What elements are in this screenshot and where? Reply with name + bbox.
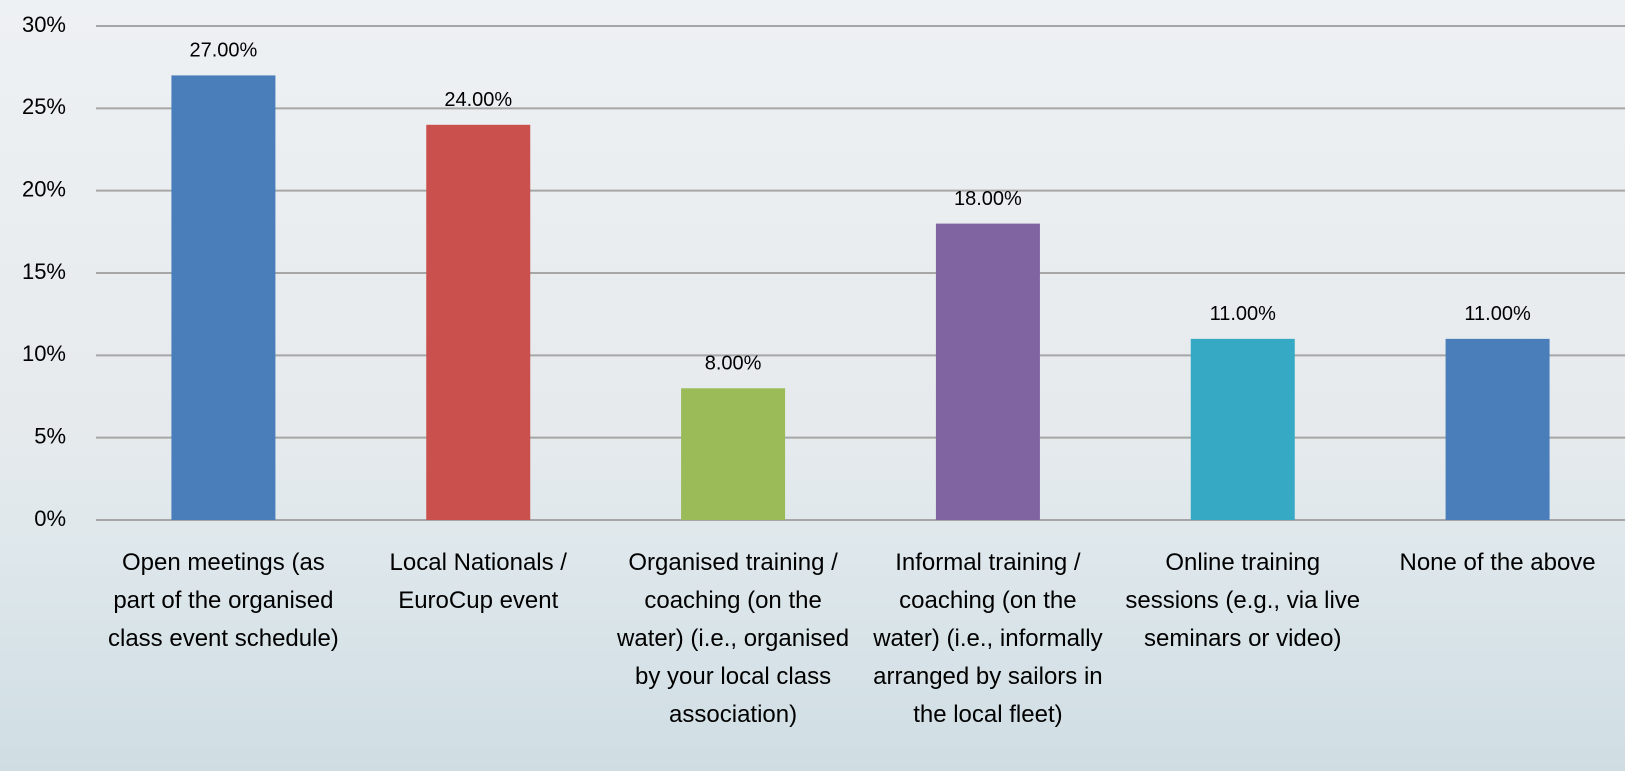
value-label: 27.00% — [189, 40, 257, 62]
y-tick-label: 10% — [22, 341, 66, 366]
y-tick-label: 25% — [22, 94, 66, 119]
bar — [1190, 338, 1295, 520]
y-tick-label: 20% — [22, 176, 66, 201]
x-tick-label: Online training sessions (e.g., via live… — [1125, 549, 1361, 652]
x-tick-label: Open meetings (as part of the organised … — [108, 549, 339, 652]
value-label: 11.00% — [1210, 303, 1277, 325]
x-tick-label: None of the above — [1399, 549, 1596, 576]
x-tick-label: Local Nationals / EuroCup event — [389, 549, 567, 614]
bar — [681, 388, 786, 520]
x-tick-label: Informal training / coaching (on the wat… — [873, 549, 1103, 728]
value-label: 24.00% — [444, 89, 512, 111]
bar — [171, 75, 276, 521]
bar — [935, 223, 1040, 520]
y-tick-label: 5% — [34, 423, 66, 448]
value-label: 11.00% — [1464, 303, 1531, 325]
bar — [1445, 338, 1550, 520]
y-tick-label: 15% — [22, 259, 66, 284]
bar — [426, 124, 531, 521]
value-label: 18.00% — [954, 188, 1022, 210]
value-label: 8.00% — [705, 353, 762, 375]
y-tick-label: 30% — [22, 12, 66, 37]
x-tick-label: Organised training / coaching (on the wa… — [617, 549, 850, 728]
y-tick-label: 0% — [34, 506, 66, 531]
